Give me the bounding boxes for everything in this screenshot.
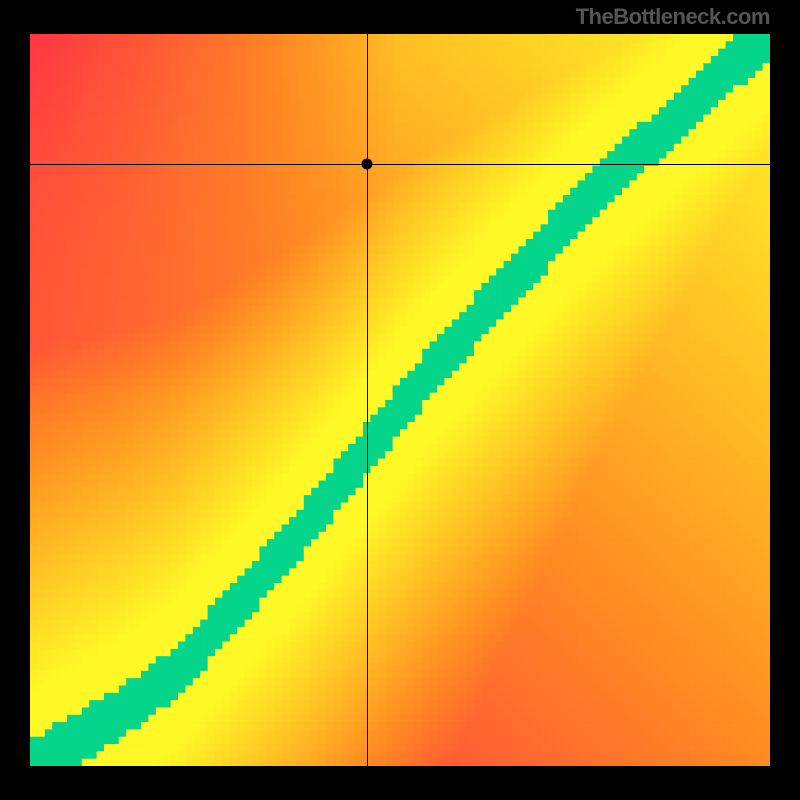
- crosshair-vertical: [367, 34, 368, 766]
- plot-area: [30, 34, 770, 766]
- crosshair-horizontal: [30, 164, 770, 165]
- heatmap: [30, 34, 770, 766]
- crosshair-marker: [361, 159, 372, 170]
- attribution-text: TheBottleneck.com: [576, 4, 770, 30]
- chart-container: TheBottleneck.com: [0, 0, 800, 800]
